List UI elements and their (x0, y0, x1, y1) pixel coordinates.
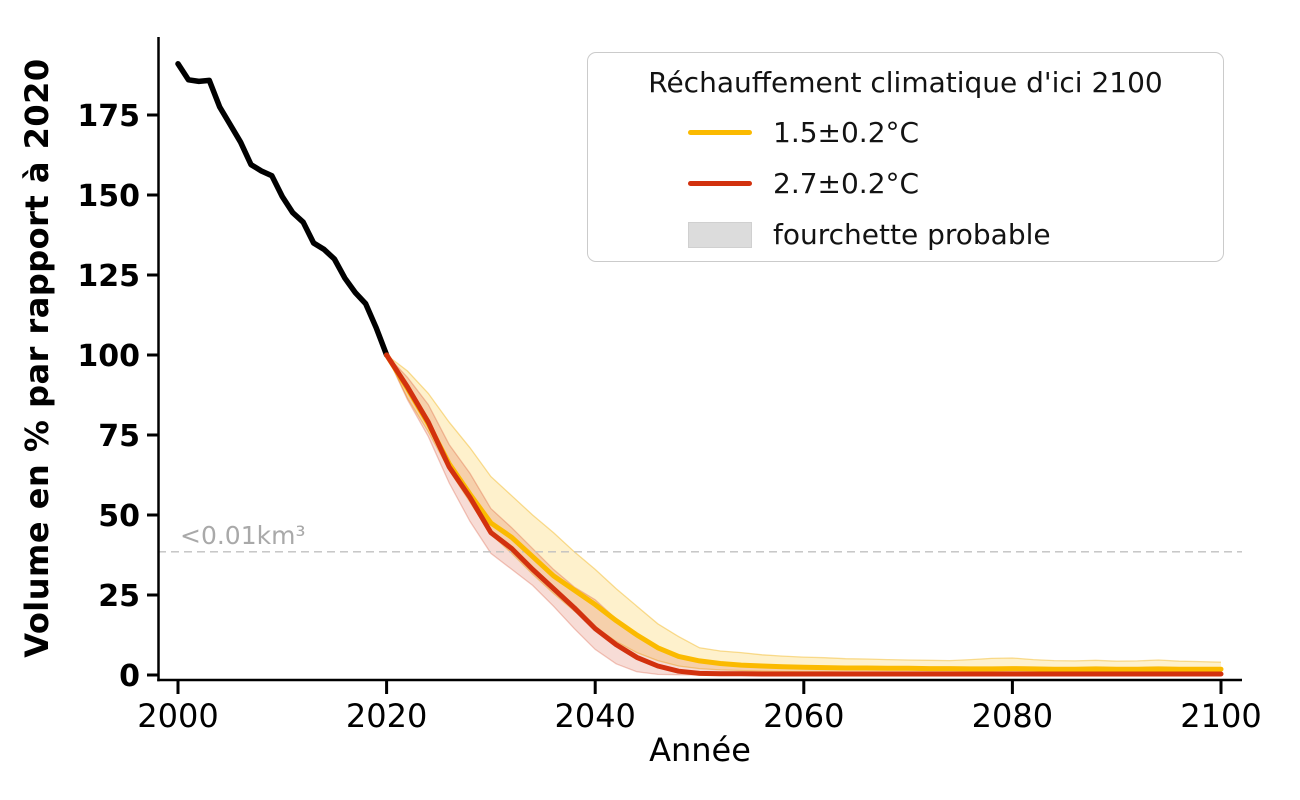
y-tick-label: 100 (77, 339, 140, 374)
band-1.5C (386, 355, 1222, 673)
threshold-annotation: <0.01km³ (180, 521, 306, 550)
x-tick-label: 2020 (346, 697, 427, 735)
line-2.7C (384, 352, 1224, 677)
y-tick-label: 0 (119, 659, 140, 694)
legend-line-swatch-1-5C (688, 130, 752, 135)
legend-item-2-7C: 2.7±0.2°C (588, 158, 1223, 209)
line-historical (175, 61, 390, 358)
x-axis-title: Année (649, 731, 751, 769)
y-tick-label: 50 (98, 499, 140, 534)
legend: Réchauffement climatique d'ici 2100 1.5±… (587, 52, 1224, 262)
legend-label-likely-range: fourchette probable (773, 218, 1051, 251)
x-tick-label: 2060 (763, 697, 844, 735)
y-tick-label: 25 (98, 579, 140, 614)
legend-label-2-7C: 2.7±0.2°C (773, 167, 920, 200)
y-tick-label: 150 (77, 179, 140, 214)
legend-label-1-5C: 1.5±0.2°C (773, 116, 920, 149)
y-tick-label: 75 (98, 419, 140, 454)
line-1.5C (384, 352, 1224, 672)
y-tick-label: 125 (77, 259, 140, 294)
band-1.5C-upper-edge (386, 354, 1222, 663)
legend-item-likely-range: fourchette probable (588, 209, 1223, 260)
x-tick-label: 2000 (137, 697, 218, 735)
x-tick-label: 2100 (1180, 697, 1261, 735)
y-tick-label: 175 (77, 99, 140, 134)
legend-title: Réchauffement climatique d'ici 2100 (648, 66, 1163, 99)
x-tick-label: 2040 (554, 697, 635, 735)
y-axis-title: Volume en % par rapport à 2020 (18, 58, 56, 658)
legend-patch-swatch-likely-range (688, 221, 752, 248)
x-tick-label: 2080 (972, 697, 1053, 735)
legend-line-swatch-2-7C (688, 181, 752, 186)
legend-item-1-5C: 1.5±0.2°C (588, 107, 1223, 158)
